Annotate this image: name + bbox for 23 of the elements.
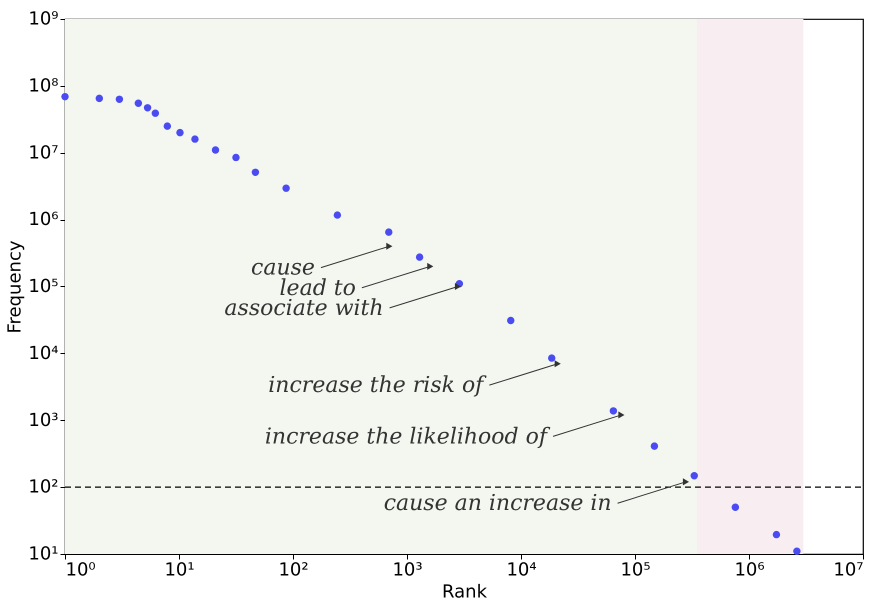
y-tick-label: 10⁹ (28, 8, 58, 30)
x-tick-label: 10³ (392, 560, 423, 580)
annotation: cause an increase in (384, 491, 612, 516)
x-tick-label: 10¹ (164, 560, 195, 580)
x-tick-label: 10⁶ (734, 560, 765, 580)
annotation: associate with (224, 296, 384, 321)
annotation: increase the likelihood of (264, 424, 551, 450)
y-tick-label: 10⁸ (28, 75, 58, 96)
x-tick-label: 10⁵ (620, 560, 651, 580)
y-tick-label: 10⁴ (28, 342, 58, 364)
x-axis-title: Rank (442, 582, 488, 602)
y-tick-label: 10² (28, 476, 58, 498)
x-tick-label: 10⁰ (66, 560, 96, 580)
y-axis-title: Frequency (4, 240, 26, 334)
annotation: increase the risk of (268, 373, 488, 398)
y-tick-label: 10¹ (28, 544, 58, 564)
y-tick-label: 10⁶ (28, 209, 58, 230)
x-tick-label: 10⁴ (506, 560, 537, 580)
y-tick-label: 10⁵ (28, 276, 58, 297)
y-tick-label: 10³ (28, 410, 58, 431)
x-tick-label: 10² (278, 560, 309, 580)
y-tick-label: 10⁷ (28, 142, 58, 164)
x-tick-label: 10⁷ (833, 560, 864, 580)
